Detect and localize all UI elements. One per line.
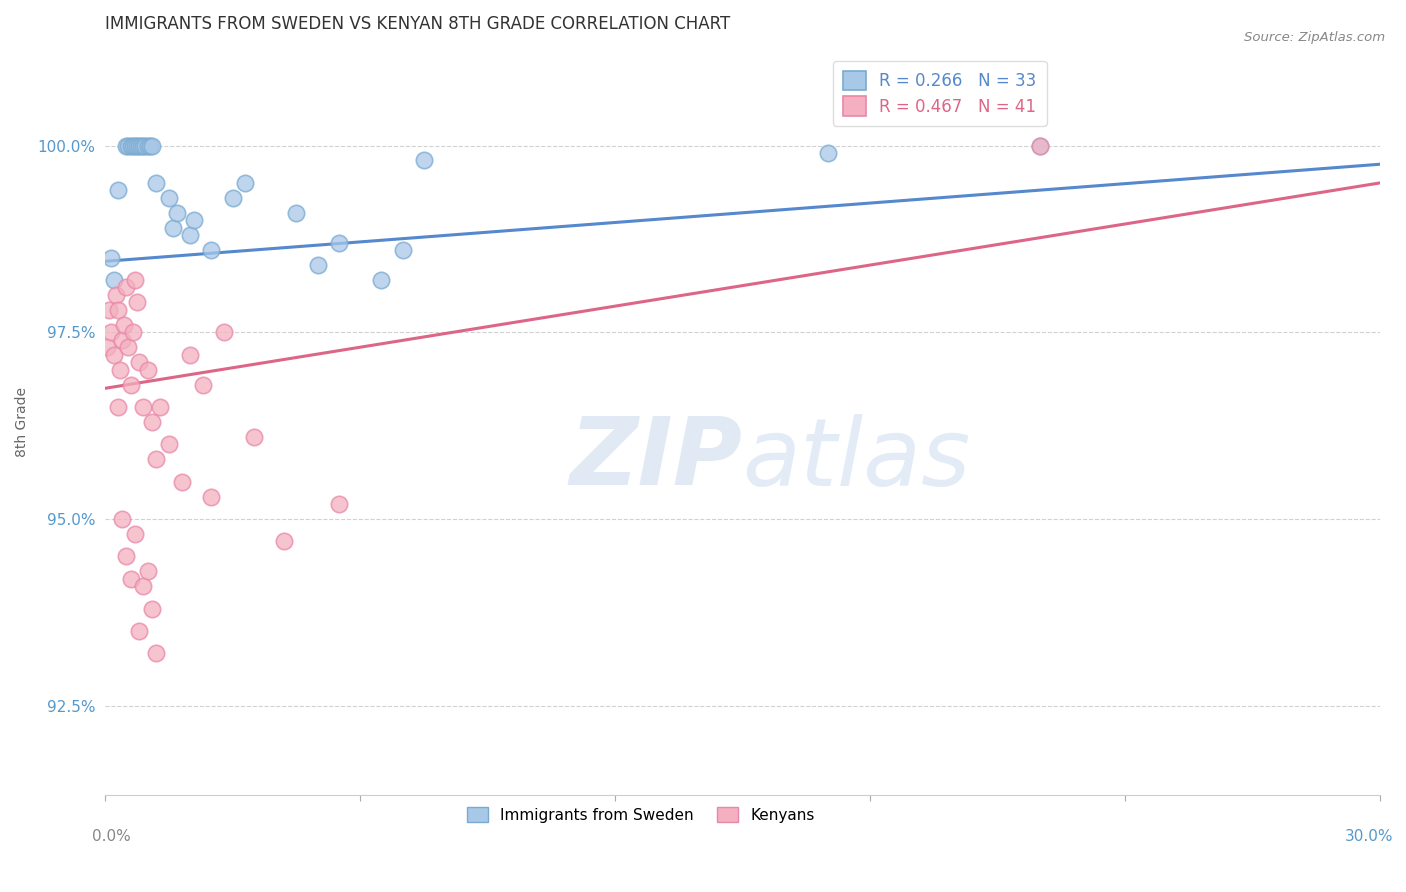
Point (136, 138, 159, 153)
Point (370, 273, 392, 287)
Point (120, 138, 142, 153)
Point (96, 340, 118, 354)
Legend: Immigrants from Sweden, Kenyans: Immigrants from Sweden, Kenyans (460, 801, 821, 829)
Point (117, 340, 139, 354)
Point (145, 452, 167, 467)
Point (200, 243, 222, 257)
Point (108, 362, 131, 376)
Text: atlas: atlas (742, 414, 970, 505)
Point (138, 138, 160, 153)
Point (124, 138, 146, 153)
Point (100, 326, 122, 340)
Point (328, 235, 350, 250)
Point (1029, 138, 1052, 153)
Point (111, 512, 134, 526)
Point (412, 153, 434, 168)
Point (120, 572, 142, 586)
Point (121, 138, 143, 153)
Point (136, 564, 159, 578)
Point (179, 228, 201, 243)
Text: ZIP: ZIP (569, 413, 742, 505)
Point (162, 220, 184, 235)
Point (149, 400, 172, 414)
Point (117, 138, 139, 153)
Point (124, 527, 146, 541)
Point (128, 355, 150, 369)
Point (125, 295, 148, 310)
Point (233, 176, 256, 190)
Point (112, 318, 135, 332)
Point (104, 288, 127, 302)
Point (391, 243, 413, 257)
Point (121, 326, 143, 340)
Point (132, 138, 155, 153)
Point (100, 251, 122, 265)
Point (111, 333, 134, 347)
Point (141, 601, 163, 615)
Point (179, 348, 201, 362)
Point (107, 400, 129, 414)
Point (120, 377, 142, 392)
Text: 0.0%: 0.0% (93, 829, 131, 844)
Point (817, 146, 839, 161)
Point (103, 348, 125, 362)
Text: Source: ZipAtlas.com: Source: ZipAtlas.com (1244, 31, 1385, 45)
Point (107, 183, 129, 197)
Point (132, 579, 155, 593)
Point (1029, 138, 1052, 153)
Point (273, 534, 295, 549)
Point (125, 138, 148, 153)
Point (115, 138, 138, 153)
Text: IMMIGRANTS FROM SWEDEN VS KENYAN 8TH GRADE CORRELATION CHART: IMMIGRANTS FROM SWEDEN VS KENYAN 8TH GRA… (105, 15, 730, 33)
Point (134, 138, 156, 153)
Point (328, 497, 350, 511)
Point (128, 624, 150, 638)
Point (200, 490, 222, 504)
Point (103, 273, 125, 287)
Point (145, 176, 167, 190)
Point (212, 326, 235, 340)
Point (132, 400, 155, 414)
Point (129, 138, 152, 153)
Point (124, 273, 146, 287)
Text: 30.0%: 30.0% (1344, 829, 1393, 844)
Point (243, 430, 266, 444)
Point (141, 415, 163, 429)
Point (157, 437, 180, 451)
Point (136, 362, 159, 376)
Point (128, 138, 150, 153)
Point (107, 302, 129, 317)
Point (166, 206, 188, 220)
Point (98, 302, 121, 317)
Point (191, 377, 214, 392)
Point (307, 258, 329, 272)
Point (141, 138, 163, 153)
Point (115, 280, 138, 294)
Point (221, 191, 243, 205)
Point (183, 213, 205, 227)
Point (170, 475, 193, 489)
Point (285, 206, 308, 220)
Y-axis label: 8th Grade: 8th Grade (15, 387, 30, 457)
Point (145, 647, 167, 661)
Point (157, 191, 180, 205)
Point (115, 549, 138, 564)
